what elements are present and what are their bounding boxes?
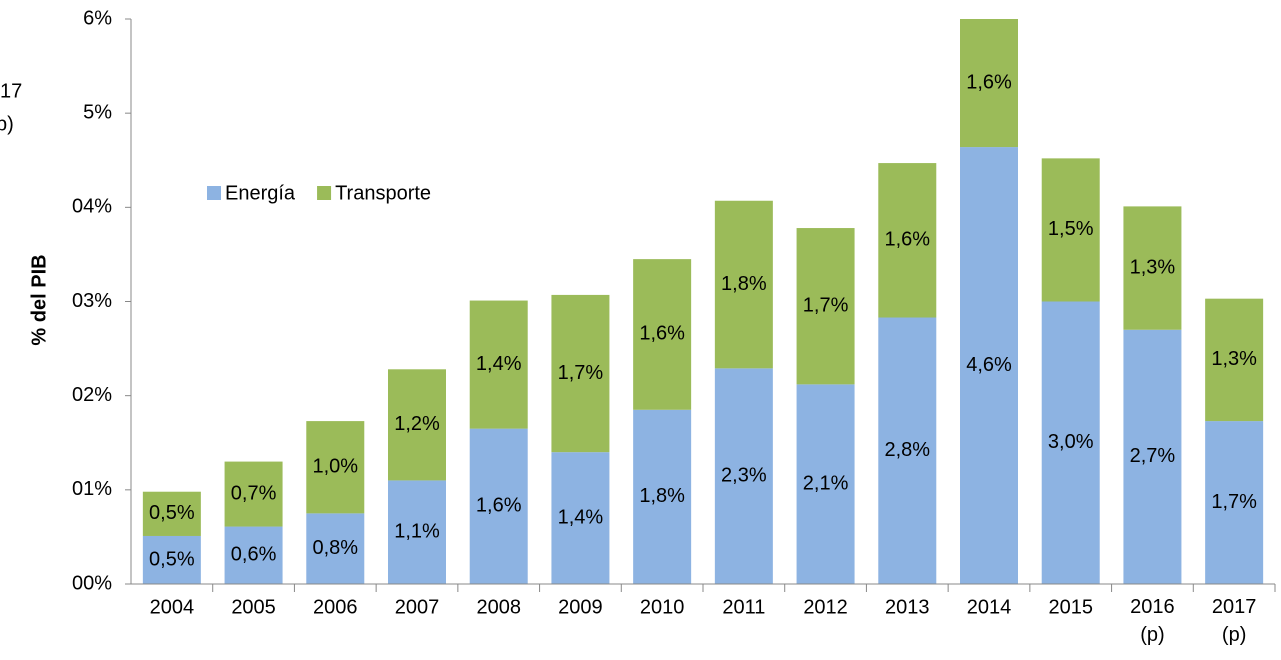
- bar-segment: [306, 421, 365, 514]
- data-label: 1,6%: [966, 71, 1012, 93]
- x-tick-label: 2010: [640, 596, 685, 618]
- data-label: 1,3%: [1211, 348, 1257, 370]
- y-tick-label: 02%: [72, 384, 112, 406]
- bar-segment: [1041, 158, 1100, 302]
- data-label: 1,8%: [721, 273, 767, 295]
- bar-segment: [1123, 206, 1182, 330]
- annotation: 17: [0, 80, 22, 102]
- data-label: 1,5%: [1048, 218, 1094, 240]
- bar-segment: [469, 300, 528, 429]
- legend-swatch: [317, 186, 332, 200]
- bar-segment: [551, 294, 610, 453]
- x-tick-label: 2013: [885, 596, 930, 618]
- x-tick-label: 2014: [967, 596, 1012, 618]
- x-tick-label: 2017 (p): [1212, 596, 1257, 646]
- x-tick-label: 2007: [395, 596, 440, 618]
- data-label: 2,7%: [1130, 445, 1176, 467]
- y-tick-label: 01%: [72, 478, 112, 500]
- data-label: 2,3%: [721, 464, 767, 486]
- legend-label: Energía: [225, 182, 296, 204]
- bar-segment: [224, 461, 283, 527]
- bar-segment: [796, 384, 855, 584]
- data-label: 1,3%: [1130, 256, 1176, 278]
- data-label: 1,4%: [476, 353, 522, 375]
- data-label: 0,7%: [231, 482, 277, 504]
- y-tick-label: 04%: [72, 196, 112, 218]
- data-label: 0,5%: [149, 502, 195, 524]
- bar-segment: [1123, 329, 1182, 584]
- bar-segment: [224, 526, 283, 584]
- bar-segment: [633, 409, 692, 584]
- bar-segment: [551, 452, 610, 584]
- bar-segment: [878, 317, 937, 584]
- data-label: 1,0%: [312, 456, 358, 478]
- bar-segment: [1041, 301, 1100, 584]
- bar-segment: [878, 163, 937, 318]
- y-tick-label: 5%: [83, 101, 112, 123]
- bar-segment: [306, 513, 365, 584]
- x-tick-label: 2015: [1048, 596, 1093, 618]
- legend-label: Transporte: [335, 182, 431, 204]
- x-tick-label: 2011: [722, 596, 765, 618]
- data-label: 1,7%: [558, 362, 604, 384]
- legend-swatch: [207, 186, 221, 200]
- x-tick-label: 2005: [231, 596, 276, 618]
- bar-segment: [714, 368, 773, 584]
- data-label: 0,5%: [149, 548, 195, 570]
- bar-segment: [1205, 298, 1264, 422]
- data-label: 2,8%: [884, 439, 930, 461]
- bar-segment: [633, 259, 692, 410]
- data-label: 3,0%: [1048, 431, 1094, 453]
- data-label: 4,6%: [966, 354, 1012, 376]
- bar-segment: [714, 200, 773, 369]
- data-label: 1,2%: [394, 413, 440, 435]
- bars: [142, 19, 1264, 585]
- data-label: 1,7%: [803, 294, 849, 316]
- bar-segment: [388, 480, 446, 584]
- x-tick-label: 2004: [150, 596, 195, 618]
- data-label: 1,6%: [476, 495, 522, 517]
- data-label: 2,1%: [803, 472, 849, 494]
- data-label: 1,7%: [1211, 491, 1257, 513]
- bar-segment: [796, 228, 855, 385]
- y-tick-label: 03%: [72, 290, 112, 312]
- x-tick-label: 2006: [313, 596, 358, 618]
- data-label: 0,8%: [312, 537, 358, 559]
- data-label: 1,6%: [884, 229, 930, 251]
- y-axis-title: % del PIB: [28, 254, 50, 345]
- bar-segment: [142, 491, 201, 536]
- x-tick-label: 2009: [558, 596, 603, 618]
- data-label: 1,4%: [558, 506, 604, 528]
- data-label: 1,6%: [639, 323, 685, 345]
- bar-segment: [1205, 421, 1264, 584]
- bar-segment: [469, 428, 528, 584]
- x-tick-label: 2012: [803, 596, 848, 618]
- x-tick-label: 2008: [476, 596, 521, 618]
- bar-segment: [960, 147, 1018, 585]
- bar-segment: [960, 19, 1018, 148]
- bar-segment: [388, 369, 446, 481]
- annotation: p): [0, 113, 14, 135]
- bar-segment: [142, 535, 201, 584]
- y-tick-label: 00%: [72, 572, 112, 594]
- data-label: 1,8%: [639, 485, 685, 507]
- y-tick-label: 6%: [83, 7, 112, 29]
- x-tick-label: 2016 (p): [1130, 596, 1175, 646]
- data-label: 1,1%: [394, 520, 440, 542]
- data-label: 0,6%: [231, 544, 277, 566]
